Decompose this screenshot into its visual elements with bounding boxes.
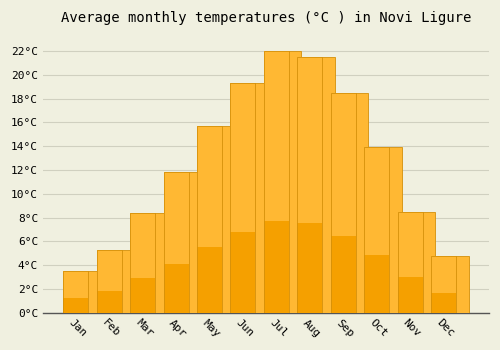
Bar [330, 236, 356, 313]
Bar [330, 93, 356, 236]
Bar [364, 255, 389, 313]
Bar [96, 290, 122, 313]
Bar [164, 264, 188, 313]
Bar [298, 57, 322, 223]
Bar [63, 271, 88, 298]
Bar [298, 223, 322, 313]
Bar [364, 147, 389, 255]
Title: Average monthly temperatures (°C ) in Novi Ligure: Average monthly temperatures (°C ) in No… [60, 11, 471, 25]
Bar [164, 172, 188, 264]
Bar [330, 93, 356, 313]
Bar [230, 232, 256, 313]
Bar [364, 147, 389, 313]
Bar [210, 126, 234, 313]
Bar [376, 147, 402, 313]
Bar [164, 172, 188, 313]
Bar [444, 256, 468, 313]
Bar [197, 126, 222, 247]
Bar [410, 211, 435, 313]
Bar [76, 271, 101, 313]
Bar [230, 83, 256, 313]
Bar [431, 256, 456, 293]
Bar [142, 213, 168, 313]
Bar [431, 256, 456, 313]
Bar [96, 250, 122, 313]
Bar [398, 277, 422, 313]
Bar [63, 271, 88, 313]
Bar [63, 298, 88, 313]
Bar [197, 126, 222, 313]
Bar [96, 250, 122, 290]
Bar [264, 221, 289, 313]
Bar [130, 213, 155, 313]
Bar [343, 93, 368, 313]
Bar [264, 51, 289, 221]
Bar [398, 211, 422, 277]
Bar [109, 250, 134, 313]
Bar [130, 213, 155, 278]
Bar [298, 57, 322, 313]
Bar [243, 83, 268, 313]
Bar [130, 278, 155, 313]
Bar [398, 211, 422, 313]
Bar [264, 51, 289, 313]
Bar [431, 293, 456, 313]
Bar [176, 172, 201, 313]
Bar [197, 247, 222, 313]
Bar [230, 83, 256, 232]
Bar [276, 51, 301, 313]
Bar [310, 57, 335, 313]
